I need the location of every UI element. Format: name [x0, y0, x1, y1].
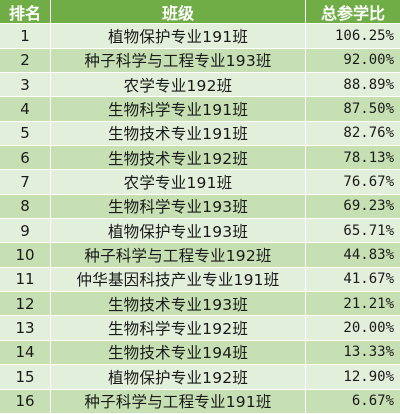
ratio-cell: 92.00% — [306, 48, 400, 74]
ratio-cell: 88.89% — [306, 73, 400, 98]
rank-cell: 6 — [0, 146, 51, 171]
class-cell: 生物科学专业193班 — [51, 194, 306, 220]
rank-cell: 15 — [0, 365, 51, 390]
ratio-cell: 41.67% — [306, 267, 400, 293]
rank-cell: 4 — [0, 97, 51, 122]
class-cell: 农学专业191班 — [51, 170, 306, 195]
header-rank: 排名 — [0, 0, 51, 25]
class-cell: 生物技术专业191班 — [51, 121, 306, 147]
class-cell: 种子科学与工程专业191班 — [51, 389, 306, 414]
rank-cell: 9 — [0, 219, 51, 244]
rank-cell: 13 — [0, 316, 51, 341]
class-cell: 生物科学专业192班 — [51, 316, 306, 341]
rank-cell: 1 — [0, 24, 51, 49]
class-cell: 生物技术专业192班 — [51, 146, 306, 171]
ratio-cell: 20.00% — [306, 316, 400, 341]
ratio-cell: 82.76% — [306, 121, 400, 147]
ratio-cell: 13.33% — [306, 340, 400, 366]
rank-cell: 8 — [0, 194, 51, 220]
ratio-cell: 69.23% — [306, 194, 400, 220]
ratio-cell: 12.90% — [306, 365, 400, 390]
class-cell: 生物技术专业193班 — [51, 292, 306, 317]
rank-cell: 12 — [0, 292, 51, 317]
rank-cell: 14 — [0, 340, 51, 366]
class-cell: 种子科学与工程专业193班 — [51, 48, 306, 74]
ratio-cell: 21.21% — [306, 292, 400, 317]
ratio-cell: 78.13% — [306, 146, 400, 171]
ratio-cell: 44.83% — [306, 243, 400, 268]
rank-cell: 10 — [0, 243, 51, 268]
header-ratio: 总参学比 — [306, 0, 400, 25]
rank-cell: 16 — [0, 389, 51, 414]
ratio-cell: 76.67% — [306, 170, 400, 195]
class-cell: 农学专业192班 — [51, 73, 306, 98]
rank-cell: 11 — [0, 267, 51, 293]
ratio-cell: 106.25% — [306, 24, 400, 49]
header-class: 班级 — [51, 0, 306, 25]
rank-cell: 2 — [0, 48, 51, 74]
rank-cell: 5 — [0, 121, 51, 147]
class-cell: 植物保护专业192班 — [51, 365, 306, 390]
class-cell: 种子科学与工程专业192班 — [51, 243, 306, 268]
class-cell: 生物科学专业191班 — [51, 97, 306, 122]
ratio-cell: 65.71% — [306, 219, 400, 244]
class-cell: 植物保护专业193班 — [51, 219, 306, 244]
class-cell: 植物保护专业191班 — [51, 24, 306, 49]
rank-cell: 7 — [0, 170, 51, 195]
class-cell: 生物技术专业194班 — [51, 340, 306, 366]
rank-cell: 3 — [0, 73, 51, 98]
ratio-cell: 87.50% — [306, 97, 400, 122]
ratio-cell: 6.67% — [306, 389, 400, 414]
class-cell: 仲华基因科技产业专业191班 — [51, 267, 306, 293]
